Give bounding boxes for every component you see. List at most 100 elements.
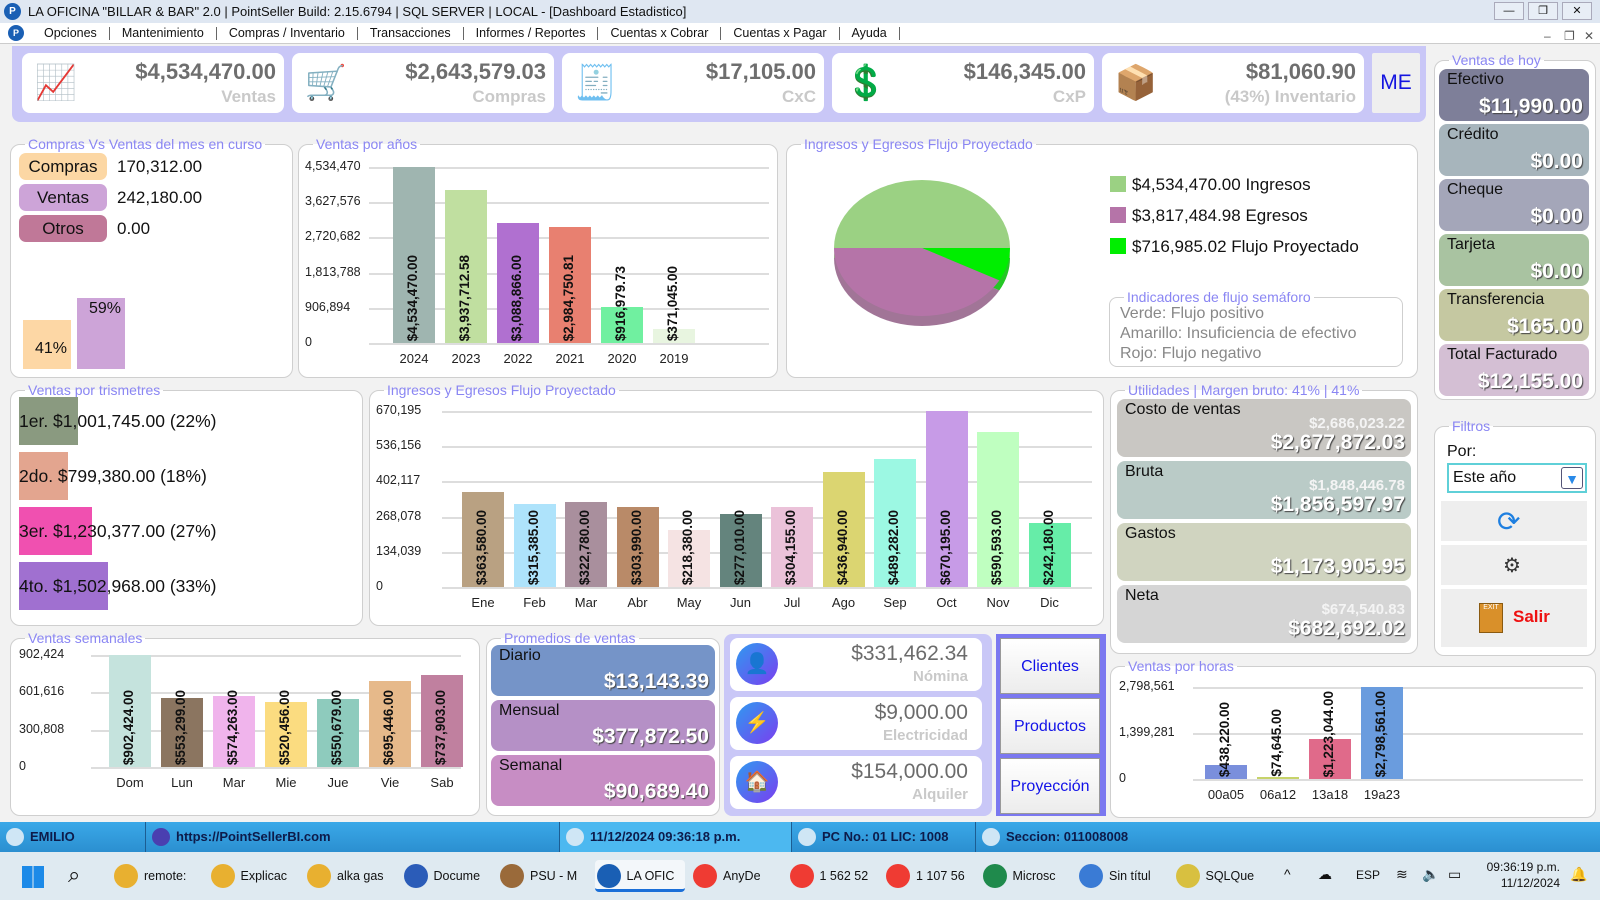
bar-Sab <box>421 675 463 767</box>
battery-icon[interactable]: ▭ <box>1448 866 1462 882</box>
ventas-hoy-cheque: Cheque $0.00 <box>1439 179 1589 231</box>
refresh-button[interactable]: ⟳ <box>1441 501 1587 541</box>
app-menu-icon[interactable]: P <box>8 25 24 41</box>
minimize-button[interactable]: — <box>1494 2 1524 20</box>
x-tick-label: Dom <box>116 775 144 790</box>
status-user-text: EMILIO <box>30 829 75 844</box>
menu-compras-inventario[interactable]: Compras / Inventario <box>217 27 358 40</box>
exit-door-icon: EXIT <box>1479 603 1503 633</box>
x-tick-label: Mar <box>574 595 598 610</box>
cloud-icon[interactable]: ☁ <box>1318 866 1332 882</box>
taskbar-app[interactable]: PSU - M <box>498 860 588 892</box>
taskbar-app[interactable]: SQLQue <box>1174 860 1264 892</box>
bar-Oct <box>925 411 968 587</box>
bar-value-label: $74,645.00 <box>1269 709 1284 777</box>
clock-time[interactable]: 09:36:19 p.m. <box>1486 860 1560 874</box>
status-url[interactable]: https://PointSellerBI.com <box>146 822 560 852</box>
gridline <box>91 655 461 657</box>
menu-informes-reportes[interactable]: Informes / Reportes <box>464 27 599 40</box>
sale-chart-icon: 📈 <box>34 64 78 102</box>
me-button[interactable]: ME <box>1372 53 1420 113</box>
menu-ayuda[interactable]: Ayuda <box>840 27 900 40</box>
salir-button[interactable]: EXIT Salir <box>1441 589 1587 647</box>
kpi-label: CxC <box>781 87 816 106</box>
taskbar-app[interactable]: remote: <box>112 860 202 892</box>
taskbar-app[interactable]: AnyDe <box>691 860 781 892</box>
taskbar-app[interactable]: 1 562 52 <box>788 860 878 892</box>
bar-value-label: $363,580.00 <box>474 509 489 585</box>
status-bar: EMILIO https://PointSellerBI.com 11/12/2… <box>0 822 1600 852</box>
clock-date[interactable]: 11/12/2024 <box>1500 876 1560 890</box>
menu-bar: P Opciones Mantenimiento Compras / Inven… <box>0 23 1600 44</box>
electricity-icon: ⚡ <box>736 702 778 744</box>
y-tick-label: 0 <box>19 759 26 773</box>
trimestre-bar <box>19 452 68 500</box>
taskbar-app[interactable]: Explicac <box>209 860 299 892</box>
language-indicator[interactable]: ESP <box>1356 868 1381 882</box>
card-value-secondary: $1,848,446.78 <box>1309 477 1405 494</box>
taskbar-app[interactable]: Docume <box>402 860 492 892</box>
section-icon <box>982 828 1000 846</box>
status-seccion: Seccion: 011008008 <box>976 822 1600 852</box>
menu-mantenimiento[interactable]: Mantenimiento <box>110 27 217 40</box>
gridline <box>369 202 769 205</box>
shopping-cart-icon: 🛒 <box>304 64 348 102</box>
gasto-card: ⚡ $9,000.00 Electricidad <box>730 697 982 750</box>
settings-button[interactable]: ⚙ <box>1441 545 1587 585</box>
status-url-text[interactable]: https://PointSellerBI.com <box>176 829 331 844</box>
x-tick-label: 19a23 <box>1363 787 1401 802</box>
y-tick-label: 1,813,788 <box>305 264 361 279</box>
app-logo-icon: P <box>4 3 21 20</box>
clientes-button[interactable]: Clientes <box>1000 638 1100 694</box>
y-tick-label: 4,534,470 <box>305 159 361 173</box>
card-label: Tarjeta <box>1447 236 1496 253</box>
y-tick-label: 906,894 <box>305 299 351 314</box>
x-tick-label: Ago <box>831 595 856 610</box>
bar-value-label: $520,456.00 <box>277 689 292 765</box>
bar-2023 <box>445 190 487 343</box>
mdi-minimize-icon[interactable]: – <box>1544 29 1551 43</box>
wifi-icon[interactable]: ≋ <box>1396 866 1408 882</box>
bar-value-label: $489,282.00 <box>886 509 901 585</box>
search-icon[interactable]: ⌕ <box>68 862 81 887</box>
mdi-restore-icon[interactable]: ❐ <box>1564 29 1575 43</box>
cv-value: 170,312.00 <box>117 157 203 176</box>
mdi-close-icon[interactable]: ✕ <box>1584 29 1595 43</box>
ventas-hoy-total-facturado: Total Facturado $12,155.00 <box>1439 344 1589 396</box>
bar-Mie <box>265 702 307 767</box>
card-label: Transferencia <box>1447 291 1545 308</box>
close-button[interactable]: ✕ <box>1562 2 1592 20</box>
taskbar-app-label: remote: <box>144 869 187 883</box>
taskbar-app[interactable]: Sin títul <box>1077 860 1167 892</box>
gridline <box>442 481 1092 484</box>
speaker-icon[interactable]: 🔈 <box>1422 866 1440 882</box>
panel-title: Ingresos y Egresos Flujo Proyectado <box>801 136 1036 152</box>
notification-bell-icon[interactable]: 🔔 <box>1570 866 1588 882</box>
gridline <box>442 587 1092 589</box>
kpi-label: (43%) Inventario <box>1224 87 1356 106</box>
trimestre-row: 1er. $1,001,745.00 (22%) <box>19 397 217 445</box>
menu-cuentas-cobrar[interactable]: Cuentas x Cobrar <box>598 27 722 40</box>
ventas-hoy-crédito: Crédito $0.00 <box>1439 124 1589 176</box>
productos-button[interactable]: Productos <box>1000 698 1100 754</box>
proyeccion-button[interactable]: Proyección <box>1000 758 1100 814</box>
chevron-up-icon[interactable]: ^ <box>1284 866 1291 882</box>
menu-cuentas-pagar[interactable]: Cuentas x Pagar <box>721 27 840 40</box>
windows-start-icon[interactable] <box>22 866 44 888</box>
restore-button[interactable]: ❐ <box>1528 2 1558 20</box>
taskbar-app[interactable]: Microsc <box>981 860 1071 892</box>
bar-Mar <box>565 502 607 587</box>
gasto-label: Electricidad <box>882 727 968 744</box>
chevron-down-icon[interactable]: ▼ <box>1561 467 1583 489</box>
bar-value-label: $277,010.00 <box>731 509 747 585</box>
taskbar-app[interactable]: 1 107 56 <box>884 860 974 892</box>
app-icon <box>886 864 910 888</box>
bar-Nov <box>977 431 1019 587</box>
gridline <box>369 167 769 169</box>
taskbar-app[interactable]: LA OFIC <box>594 860 685 892</box>
menu-opciones[interactable]: Opciones <box>32 27 110 40</box>
menu-transacciones[interactable]: Transacciones <box>358 27 464 40</box>
periodo-select[interactable]: Este año ▼ <box>1447 463 1587 493</box>
taskbar-app[interactable]: alka gas <box>305 860 395 892</box>
pie-slice-egresos <box>834 248 1000 316</box>
